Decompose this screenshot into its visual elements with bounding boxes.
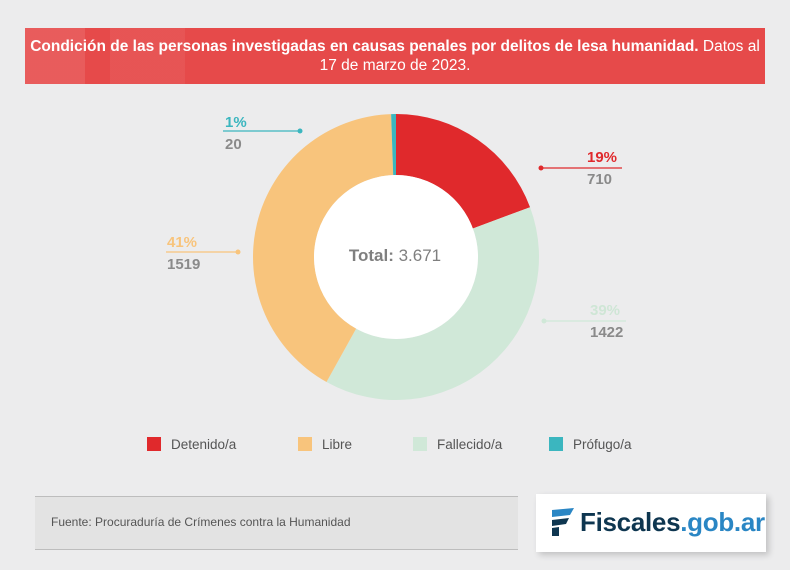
- leader-dot-fallecido: [541, 318, 547, 324]
- callout-profugo: 1% 20: [225, 114, 247, 154]
- fiscales-logo-icon: [552, 508, 574, 536]
- legend-item-libre: Libre: [298, 435, 352, 453]
- legend-label-fallecido: Fallecido/a: [437, 436, 503, 452]
- callout-fallecido-percent: 39%: [590, 302, 621, 319]
- legend-label-profugo: Prófugo/a: [573, 436, 632, 452]
- legend-swatch-libre: [298, 437, 312, 451]
- legend-label-libre: Libre: [322, 436, 353, 452]
- donut-slice-profugo: [391, 114, 396, 176]
- source-text: Fuente: Procuraduría de Crímenes contra …: [51, 515, 351, 529]
- total-label: Total: 3.671: [300, 246, 490, 266]
- callout-profugo-percent: 1%: [225, 114, 247, 131]
- logo-wordmark: Fiscales.gob.ar: [580, 507, 765, 538]
- donut-slice-fallecido: [326, 207, 539, 400]
- legend-item-profugo: Prófugo/a: [549, 435, 632, 453]
- source-box: Fuente: Procuraduría de Crímenes contra …: [35, 496, 518, 550]
- callout-fallecido: 39% 1422: [590, 302, 623, 342]
- legend-item-detenido: Detenido/a: [147, 435, 236, 453]
- callout-detenido-percent: 19%: [587, 149, 618, 166]
- donut-slice-detenido: [396, 114, 531, 229]
- donut-slice-libre: [253, 114, 394, 382]
- total-label-prefix: Total:: [348, 246, 394, 265]
- leader-dot-profugo: [297, 128, 303, 134]
- callout-detenido: 19% 710: [587, 149, 617, 189]
- callout-libre-percent: 41%: [167, 234, 198, 251]
- leader-dot-detenido: [538, 165, 544, 171]
- banner-decoration: [25, 28, 325, 84]
- logo-wordmark-part2: .gob.ar: [680, 507, 765, 537]
- legend-swatch-fallecido: [413, 437, 427, 451]
- chart-title-bold: Condición de las personas investigadas e…: [30, 38, 699, 55]
- callout-libre: 41% 1519: [167, 234, 200, 274]
- callout-libre-value: 1519: [167, 256, 201, 273]
- callout-detenido-value: 710: [587, 171, 613, 188]
- total-value: 3.671: [398, 246, 442, 265]
- leader-dot-libre: [235, 249, 241, 255]
- legend-swatch-detenido: [147, 437, 161, 451]
- callout-profugo-value: 20: [225, 136, 242, 153]
- legend-swatch-profugo: [549, 437, 563, 451]
- fiscales-logo[interactable]: Fiscales.gob.ar: [536, 494, 766, 552]
- chart-title: Condición de las personas investigadas e…: [25, 37, 765, 75]
- legend: Detenido/a Libre Fallecido/a Prófugo/a: [0, 435, 790, 455]
- logo-wordmark-part1: Fiscales: [580, 507, 681, 537]
- donut-hole: [314, 175, 478, 339]
- title-banner: Condición de las personas investigadas e…: [25, 28, 765, 84]
- legend-label-detenido: Detenido/a: [171, 436, 237, 452]
- chart-title-rest: Datos al 17 de marzo de 2023.: [319, 38, 760, 74]
- legend-item-fallecido: Fallecido/a: [413, 435, 502, 453]
- callout-fallecido-value: 1422: [590, 324, 624, 341]
